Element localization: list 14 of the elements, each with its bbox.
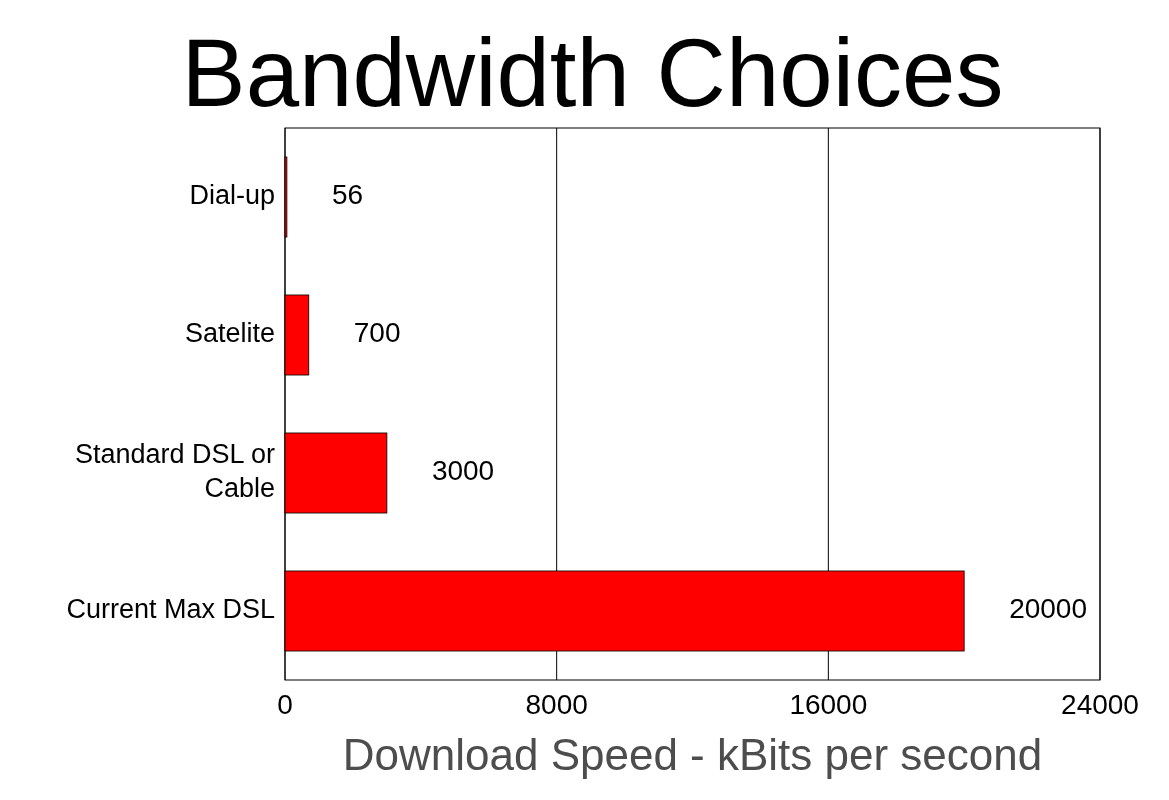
y-tick-label: Dial-up	[189, 180, 275, 211]
data-label: 56	[331, 179, 364, 211]
y-tick-label: Satelite	[184, 318, 275, 349]
x-tick-label: 8000	[525, 689, 588, 720]
data-label: 3000	[431, 455, 495, 487]
x-axis-title: Download Speed - kBits per second	[342, 730, 1043, 779]
chart-title: Bandwidth Choices	[181, 19, 1004, 126]
y-tick-label: Current Max DSL	[66, 594, 275, 625]
x-tick-label: 0	[277, 689, 293, 720]
data-label: 700	[353, 317, 401, 349]
y-tick-label: Standard DSL or Cable	[74, 439, 275, 504]
x-tick-label: 24000	[1061, 689, 1139, 720]
x-tick-label: 16000	[789, 689, 868, 720]
data-label: 20000	[1009, 593, 1088, 625]
